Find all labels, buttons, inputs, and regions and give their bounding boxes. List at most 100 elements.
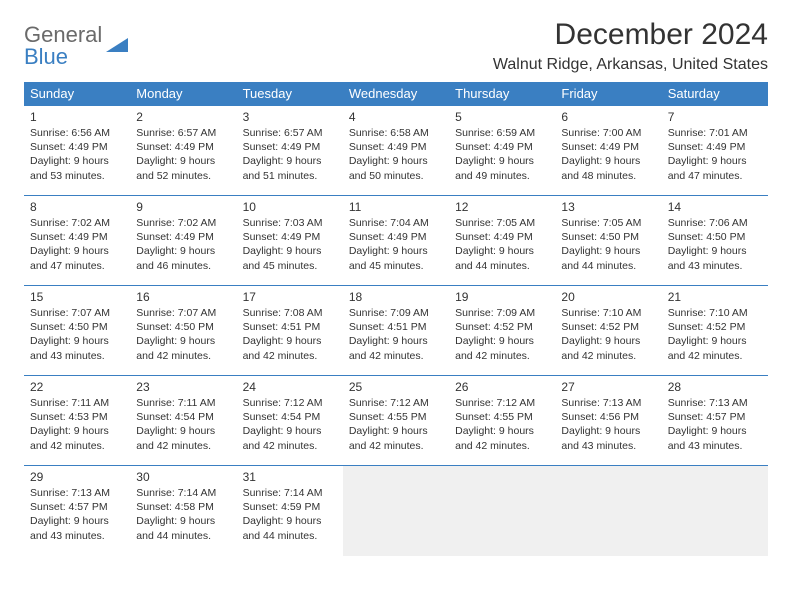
weekday-header-row: Sunday Monday Tuesday Wednesday Thursday… bbox=[24, 82, 768, 106]
daylight-text: Daylight: 9 hours and 53 minutes. bbox=[30, 154, 124, 182]
calendar-day-cell: 26Sunrise: 7:12 AMSunset: 4:55 PMDayligh… bbox=[449, 376, 555, 466]
calendar-day-cell: 18Sunrise: 7:09 AMSunset: 4:51 PMDayligh… bbox=[343, 286, 449, 376]
sunset-text: Sunset: 4:55 PM bbox=[349, 410, 443, 424]
calendar-day-cell: 22Sunrise: 7:11 AMSunset: 4:53 PMDayligh… bbox=[24, 376, 130, 466]
day-number: 21 bbox=[668, 290, 762, 304]
calendar-day-cell: 14Sunrise: 7:06 AMSunset: 4:50 PMDayligh… bbox=[662, 196, 768, 286]
calendar-day-cell: 9Sunrise: 7:02 AMSunset: 4:49 PMDaylight… bbox=[130, 196, 236, 286]
daylight-text: Daylight: 9 hours and 44 minutes. bbox=[561, 244, 655, 272]
day-number: 20 bbox=[561, 290, 655, 304]
weekday-header: Sunday bbox=[24, 82, 130, 106]
calendar-week-row: 29 Sunrise: 7:13 AMSunset: 4:57 PMDayligh… bbox=[24, 466, 768, 556]
calendar-week-row: 8Sunrise: 7:02 AMSunset: 4:49 PMDaylight… bbox=[24, 196, 768, 286]
sunset-text: Sunset: 4:49 PM bbox=[243, 230, 337, 244]
sunrise-text: Sunrise: 7:01 AM bbox=[668, 126, 762, 140]
day-number: 22 bbox=[30, 380, 124, 394]
calendar-day-cell: 28Sunrise: 7:13 AMSunset: 4:57 PMDayligh… bbox=[662, 376, 768, 466]
calendar-day-cell: 31Sunrise: 7:14 AMSunset: 4:59 PMDayligh… bbox=[237, 466, 343, 556]
calendar-empty-cell bbox=[343, 466, 449, 556]
header: General Blue December 2024 Walnut Ridge,… bbox=[24, 18, 768, 74]
sunset-text: Sunset: 4:54 PM bbox=[136, 410, 230, 424]
calendar-day-cell: 15Sunrise: 7:07 AMSunset: 4:50 PMDayligh… bbox=[24, 286, 130, 376]
sunrise-text: Sunrise: 7:12 AM bbox=[349, 396, 443, 410]
sunset-text: Sunset: 4:49 PM bbox=[30, 140, 124, 154]
calendar-day-cell: 12Sunrise: 7:05 AMSunset: 4:49 PMDayligh… bbox=[449, 196, 555, 286]
sunset-text: Sunset: 4:49 PM bbox=[30, 230, 124, 244]
calendar-day-cell: 24Sunrise: 7:12 AMSunset: 4:54 PMDayligh… bbox=[237, 376, 343, 466]
sunrise-text: Sunrise: 7:02 AM bbox=[30, 216, 124, 230]
day-number: 4 bbox=[349, 110, 443, 124]
calendar-day-cell: 2Sunrise: 6:57 AMSunset: 4:49 PMDaylight… bbox=[130, 106, 236, 196]
calendar-day-cell: 25Sunrise: 7:12 AMSunset: 4:55 PMDayligh… bbox=[343, 376, 449, 466]
daylight-text: Daylight: 9 hours and 47 minutes. bbox=[30, 244, 124, 272]
sunset-text: Sunset: 4:50 PM bbox=[561, 230, 655, 244]
day-number: 8 bbox=[30, 200, 124, 214]
month-title: December 2024 bbox=[493, 18, 768, 52]
calendar-day-cell: 30Sunrise: 7:14 AMSunset: 4:58 PMDayligh… bbox=[130, 466, 236, 556]
sunset-text: Sunset: 4:55 PM bbox=[455, 410, 549, 424]
sunrise-text: Sunrise: 6:57 AM bbox=[136, 126, 230, 140]
calendar-day-cell: 16Sunrise: 7:07 AMSunset: 4:50 PMDayligh… bbox=[130, 286, 236, 376]
sunset-text: Sunset: 4:49 PM bbox=[136, 230, 230, 244]
day-number: 31 bbox=[243, 470, 337, 484]
sunset-text: Sunset: 4:52 PM bbox=[455, 320, 549, 334]
sunset-text: Sunset: 4:52 PM bbox=[561, 320, 655, 334]
calendar-day-cell: 20Sunrise: 7:10 AMSunset: 4:52 PMDayligh… bbox=[555, 286, 661, 376]
daylight-text: Daylight: 9 hours and 49 minutes. bbox=[455, 154, 549, 182]
day-number: 17 bbox=[243, 290, 337, 304]
sunrise-text: Sunrise: 7:13 AM bbox=[30, 486, 124, 500]
sunrise-text: Sunrise: 7:05 AM bbox=[561, 216, 655, 230]
day-number: 12 bbox=[455, 200, 549, 214]
daylight-text: Daylight: 9 hours and 43 minutes. bbox=[30, 334, 124, 362]
weekday-header: Monday bbox=[130, 82, 236, 106]
sunrise-text: Sunrise: 7:10 AM bbox=[668, 306, 762, 320]
calendar-day-cell: 23Sunrise: 7:11 AMSunset: 4:54 PMDayligh… bbox=[130, 376, 236, 466]
daylight-text: Daylight: 9 hours and 48 minutes. bbox=[561, 154, 655, 182]
day-number: 19 bbox=[455, 290, 549, 304]
sunrise-text: Sunrise: 6:56 AM bbox=[30, 126, 124, 140]
sunrise-text: Sunrise: 7:11 AM bbox=[136, 396, 230, 410]
logo: General Blue bbox=[24, 18, 128, 68]
daylight-text: Daylight: 9 hours and 44 minutes. bbox=[455, 244, 549, 272]
daylight-text: Daylight: 9 hours and 46 minutes. bbox=[136, 244, 230, 272]
daylight-text: Daylight: 9 hours and 42 minutes. bbox=[30, 424, 124, 452]
day-number: 11 bbox=[349, 200, 443, 214]
sunset-text: Sunset: 4:54 PM bbox=[243, 410, 337, 424]
day-number: 27 bbox=[561, 380, 655, 394]
daylight-text: Daylight: 9 hours and 42 minutes. bbox=[455, 334, 549, 362]
daylight-text: Daylight: 9 hours and 51 minutes. bbox=[243, 154, 337, 182]
sunrise-text: Sunrise: 7:00 AM bbox=[561, 126, 655, 140]
calendar-empty-cell bbox=[449, 466, 555, 556]
calendar-day-cell: 8 Sunrise: 7:02 AMSunset: 4:49 PMDaylight… bbox=[24, 196, 130, 286]
sunrise-text: Sunrise: 7:09 AM bbox=[349, 306, 443, 320]
day-number: 29 bbox=[30, 470, 124, 484]
weekday-header: Tuesday bbox=[237, 82, 343, 106]
calendar-day-cell: 27Sunrise: 7:13 AMSunset: 4:56 PMDayligh… bbox=[555, 376, 661, 466]
calendar-week-row: 22Sunrise: 7:11 AMSunset: 4:53 PMDayligh… bbox=[24, 376, 768, 466]
sunrise-text: Sunrise: 7:14 AM bbox=[136, 486, 230, 500]
daylight-text: Daylight: 9 hours and 52 minutes. bbox=[136, 154, 230, 182]
day-number: 2 bbox=[136, 110, 230, 124]
daylight-text: Daylight: 9 hours and 42 minutes. bbox=[243, 334, 337, 362]
sunset-text: Sunset: 4:49 PM bbox=[349, 230, 443, 244]
sunrise-text: Sunrise: 7:12 AM bbox=[455, 396, 549, 410]
sunrise-text: Sunrise: 7:13 AM bbox=[668, 396, 762, 410]
calendar-week-row: 1Sunrise: 6:56 AMSunset: 4:49 PMDaylight… bbox=[24, 106, 768, 196]
sunrise-text: Sunrise: 7:08 AM bbox=[243, 306, 337, 320]
calendar-day-cell: 13Sunrise: 7:05 AMSunset: 4:50 PMDayligh… bbox=[555, 196, 661, 286]
calendar-day-cell: 3Sunrise: 6:57 AMSunset: 4:49 PMDaylight… bbox=[237, 106, 343, 196]
daylight-text: Daylight: 9 hours and 42 minutes. bbox=[668, 334, 762, 362]
daylight-text: Daylight: 9 hours and 43 minutes. bbox=[30, 514, 124, 542]
daylight-text: Daylight: 9 hours and 42 minutes. bbox=[136, 334, 230, 362]
day-number: 24 bbox=[243, 380, 337, 394]
daylight-text: Daylight: 9 hours and 42 minutes. bbox=[349, 334, 443, 362]
day-number: 3 bbox=[243, 110, 337, 124]
location: Walnut Ridge, Arkansas, United States bbox=[493, 56, 768, 74]
daylight-text: Daylight: 9 hours and 42 minutes. bbox=[243, 424, 337, 452]
sunrise-text: Sunrise: 7:04 AM bbox=[349, 216, 443, 230]
sunset-text: Sunset: 4:56 PM bbox=[561, 410, 655, 424]
sunset-text: Sunset: 4:50 PM bbox=[30, 320, 124, 334]
calendar-body: 1Sunrise: 6:56 AMSunset: 4:49 PMDaylight… bbox=[24, 106, 768, 556]
sunset-text: Sunset: 4:57 PM bbox=[30, 500, 124, 514]
sunrise-text: Sunrise: 7:07 AM bbox=[136, 306, 230, 320]
